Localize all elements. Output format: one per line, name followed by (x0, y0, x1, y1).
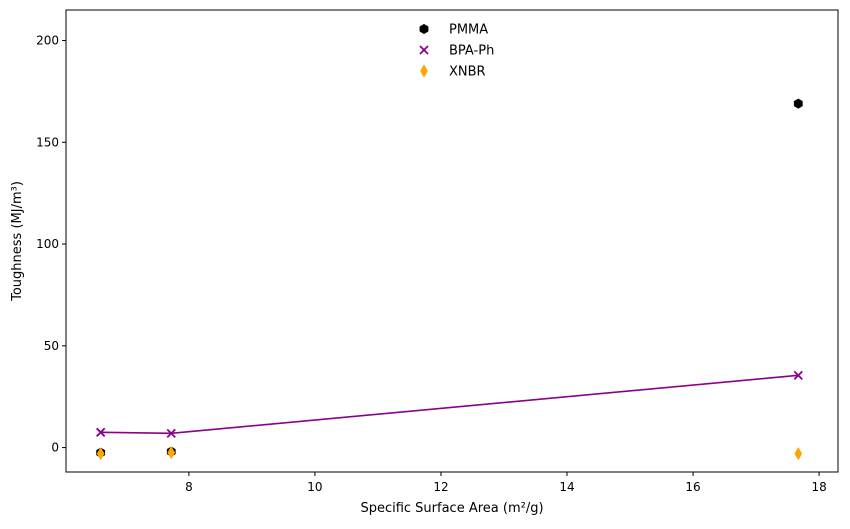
data-point-bpa-ph (793, 370, 803, 380)
x-tick-label: 10 (307, 480, 322, 494)
data-point-xnbr (96, 446, 105, 461)
axes-layer: 8 10 12 14 16 18 0 50 100 150 200 (36, 34, 827, 494)
legend-marker-bpa-ph (419, 45, 429, 55)
legend-label-bpa-ph: BPA-Ph (449, 44, 494, 59)
x-axis-label: Specific Surface Area (m²/g) (360, 501, 543, 516)
y-tick-label: 50 (44, 339, 59, 353)
x-tick-label: 12 (433, 480, 448, 494)
legend: PMMA BPA-Ph XNBR (419, 23, 494, 80)
data-point-xnbr (167, 445, 176, 460)
x-tick-label: 8 (185, 480, 193, 494)
data-point-bpa-ph (166, 428, 176, 438)
y-tick-label: 100 (36, 237, 59, 251)
x-tick-label: 18 (811, 480, 826, 494)
data-point-pmma (793, 98, 803, 109)
series-xnbr (96, 445, 803, 461)
series-line-bpa-ph (100, 374, 799, 435)
series-layer (96, 98, 803, 461)
series-pmma (96, 98, 803, 458)
y-tick-label: 150 (36, 135, 59, 149)
y-tick-label: 200 (36, 34, 59, 48)
x-tick-label: 16 (685, 480, 700, 494)
legend-label-pmma: PMMA (449, 23, 488, 38)
legend-marker-pmma (419, 23, 429, 35)
data-point-xnbr (794, 446, 803, 461)
y-axis-label: Toughness (MJ/m³) (10, 181, 25, 302)
plot-frame (65, 9, 839, 473)
series-bpa-ph (96, 370, 803, 438)
x-tick-label: 14 (559, 480, 574, 494)
y-tick-label: 0 (51, 441, 59, 455)
legend-label-xnbr: XNBR (449, 65, 486, 80)
legend-marker-xnbr (420, 64, 428, 78)
data-point-bpa-ph (96, 427, 106, 437)
